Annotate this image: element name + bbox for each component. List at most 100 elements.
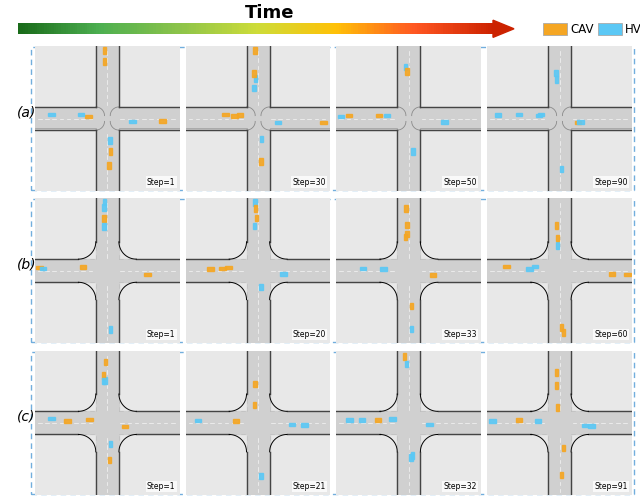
Bar [301, 423, 308, 427]
Bar [122, 425, 128, 428]
Bar [548, 411, 571, 435]
Bar [225, 266, 232, 269]
Bar [372, 23, 374, 34]
Bar [234, 23, 237, 34]
Bar [35, 435, 96, 495]
Bar [282, 23, 284, 34]
Bar [317, 23, 319, 34]
Bar [555, 369, 558, 376]
Bar [490, 420, 496, 423]
Bar [102, 58, 106, 65]
Bar [239, 23, 241, 34]
Bar [467, 23, 469, 34]
Bar [487, 107, 632, 130]
Bar [420, 282, 481, 343]
Bar [49, 23, 51, 34]
Bar [54, 23, 56, 34]
Bar [118, 23, 120, 34]
Bar [319, 23, 322, 34]
Bar [253, 200, 257, 206]
Bar [154, 23, 156, 34]
Bar [419, 23, 422, 34]
Bar [94, 23, 97, 34]
Bar [465, 23, 467, 34]
Bar [360, 266, 366, 270]
Text: Step=1: Step=1 [147, 330, 175, 339]
Text: HV: HV [625, 23, 640, 36]
Bar [445, 23, 448, 34]
Bar [255, 215, 259, 222]
Bar [420, 198, 481, 259]
Bar [495, 113, 501, 117]
Bar [351, 23, 353, 34]
Bar [170, 23, 172, 34]
Bar [168, 23, 170, 34]
Bar [253, 402, 257, 409]
Bar [426, 23, 429, 34]
Bar [337, 350, 397, 411]
Bar [177, 23, 179, 34]
Bar [208, 23, 211, 34]
Bar [441, 23, 443, 34]
Bar [312, 23, 315, 34]
Bar [555, 223, 558, 229]
Text: (b): (b) [17, 257, 36, 271]
Bar [251, 23, 253, 34]
Bar [25, 23, 28, 34]
Bar [107, 162, 111, 169]
Bar [35, 23, 37, 34]
Bar [194, 23, 196, 34]
Bar [424, 23, 426, 34]
Bar [108, 457, 111, 464]
Bar [244, 23, 246, 34]
Bar [397, 411, 420, 435]
Bar [286, 23, 289, 34]
Bar [134, 23, 137, 34]
Bar [28, 23, 30, 34]
Bar [391, 23, 393, 34]
Bar [246, 259, 269, 282]
Bar [161, 23, 163, 34]
Bar [560, 472, 563, 478]
Bar [47, 23, 49, 34]
Bar [548, 107, 571, 130]
Bar [269, 130, 330, 191]
Bar [284, 23, 286, 34]
Bar [63, 23, 65, 34]
Bar [376, 23, 379, 34]
Bar [96, 350, 119, 495]
Bar [182, 23, 184, 34]
Bar [187, 23, 189, 34]
Bar [487, 411, 632, 435]
Bar [337, 130, 397, 191]
Bar [434, 23, 436, 34]
Bar [474, 23, 476, 34]
Bar [246, 107, 269, 130]
Bar [127, 23, 130, 34]
Bar [301, 23, 303, 34]
Text: CAV: CAV [570, 23, 593, 36]
Bar [451, 23, 452, 34]
Bar [259, 473, 263, 480]
Bar [23, 23, 25, 34]
Bar [255, 23, 258, 34]
Text: Step=32: Step=32 [444, 482, 477, 491]
Bar [132, 23, 134, 34]
Bar [137, 23, 139, 34]
Bar [417, 23, 419, 34]
Bar [35, 350, 96, 411]
Bar [275, 121, 282, 124]
Bar [411, 452, 414, 459]
Bar [344, 23, 346, 34]
Bar [253, 205, 257, 212]
Bar [403, 353, 406, 360]
Bar [44, 23, 47, 34]
Bar [232, 23, 234, 34]
Bar [415, 23, 417, 34]
Bar [397, 198, 420, 343]
Bar [186, 411, 330, 435]
Bar [148, 23, 151, 34]
Bar [431, 23, 434, 34]
Bar [96, 411, 119, 435]
Bar [369, 23, 372, 34]
